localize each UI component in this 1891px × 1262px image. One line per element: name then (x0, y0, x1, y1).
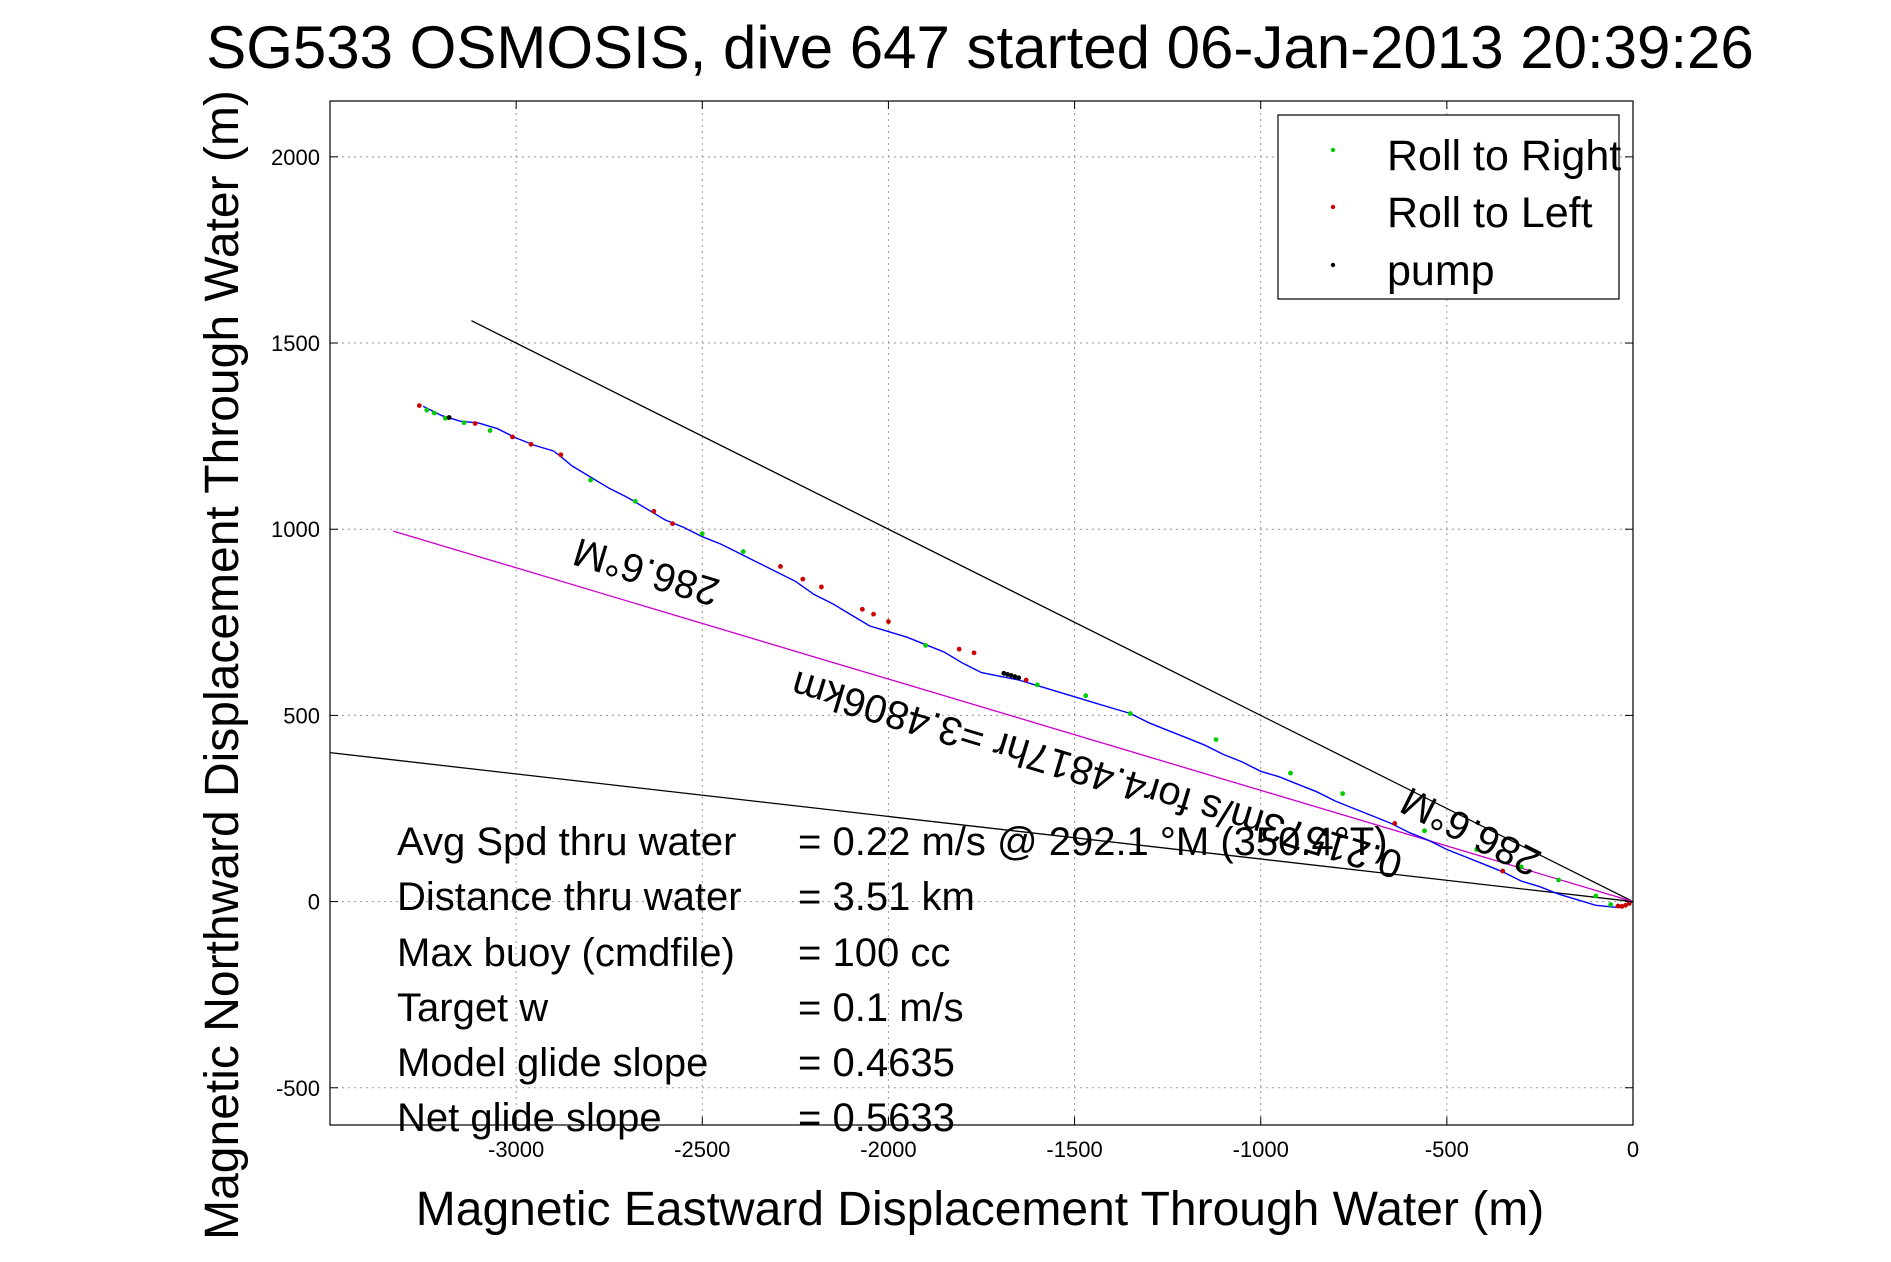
plot-frame (329, 100, 1634, 1126)
y-tick-label: -500 (276, 1076, 320, 1101)
lower-bound-line (330, 751, 1633, 903)
roll-right-marker (1034, 682, 1040, 688)
x-tick-label: -2000 (860, 1137, 916, 1162)
pump-marker (1001, 670, 1007, 676)
roll-left-marker (1615, 903, 1621, 909)
stat-value-target-w: = 0.1 m/s (798, 986, 964, 1030)
roll-right-marker (923, 642, 929, 648)
stat-value-avg-speed: = 0.22 m/s @ 292.1 °M (350.4°T) (798, 820, 1388, 864)
roll-left-marker (1500, 868, 1506, 874)
stat-label-distance: Distance thru water (397, 875, 742, 919)
pump-marker (1012, 674, 1018, 680)
stat-label-max-buoy: Max buoy (cmdfile) (397, 931, 735, 975)
stat-value-distance: = 3.51 km (798, 875, 975, 919)
roll-right-marker (487, 428, 493, 433)
roll-right-marker (632, 498, 638, 504)
roll-right-marker (1593, 893, 1599, 899)
x-tick-label: -500 (1425, 1137, 1469, 1162)
stat-label-model-glide: Model glide slope (397, 1041, 708, 1085)
roll-left-marker (510, 434, 515, 440)
grid (330, 101, 1634, 1125)
stats-block: Avg Spd thru water = 0.22 m/s @ 292.1 °M… (397, 820, 1388, 1140)
y-axis-title: Magnetic Northward Displacement Through … (196, 90, 249, 1240)
legend-marker-roll-right (1330, 147, 1336, 153)
roll-left-marker (1392, 820, 1398, 826)
upper-bound-line (471, 320, 1633, 903)
y-tick-label: 2000 (271, 145, 320, 170)
roll-left-marker (558, 452, 564, 458)
roll-right-marker (699, 531, 705, 537)
roll-right-marker (1213, 737, 1219, 743)
y-tick-label: 0 (308, 890, 320, 915)
legend-label-roll-left: Roll to Left (1387, 189, 1593, 237)
stat-label-net-glide: Net glide slope (397, 1096, 662, 1140)
pump-marker (1016, 675, 1022, 681)
roll-right-marker (1083, 693, 1089, 699)
roll-left-marker (651, 508, 657, 514)
roll-right-marker (1422, 828, 1427, 834)
roll-right-marker (1518, 864, 1524, 870)
stat-label-target-w: Target w (397, 986, 548, 1030)
roll-right-marker (443, 415, 448, 421)
stat-label-avg-speed: Avg Spd thru water (397, 820, 736, 864)
roll-left-marker (1626, 901, 1632, 906)
pump-marker (1008, 673, 1014, 678)
chart-title: SG533 OSMOSIS, dive 647 started 06-Jan-2… (206, 14, 1754, 81)
roll-markers (416, 403, 1632, 909)
roll-left-marker (1023, 677, 1029, 683)
roll-right-marker (424, 407, 430, 413)
roll-left-marker (416, 403, 422, 408)
roll-left-marker (1619, 904, 1625, 909)
roll-left-marker (1623, 902, 1628, 908)
roll-left-marker (778, 564, 783, 569)
roll-left-marker (956, 646, 962, 652)
stat-value-model-glide: = 0.4635 (798, 1041, 955, 1085)
roll-right-marker (431, 410, 437, 416)
roll-left-marker (819, 584, 824, 590)
x-axis-title: Magnetic Eastward Displacement Through W… (416, 1183, 1544, 1236)
legend: Roll to Right Roll to Left pump (1277, 114, 1621, 300)
roll-right-marker (461, 420, 467, 426)
legend-label-roll-right: Roll to Right (1387, 132, 1621, 180)
x-tick-label: -1500 (1046, 1137, 1102, 1162)
roll-right-marker (1474, 847, 1480, 852)
roll-right-marker (1288, 770, 1293, 776)
roll-left-marker (886, 619, 891, 624)
roll-right-marker (1128, 711, 1133, 716)
roll-left-marker (971, 650, 977, 656)
roll-right-marker (1340, 791, 1346, 796)
roll-left-marker (670, 521, 675, 527)
roll-right-marker (588, 477, 593, 483)
roll-right-marker (1556, 877, 1561, 883)
y-tick-label: 1000 (271, 517, 320, 542)
x-tick-label: -3000 (488, 1137, 544, 1162)
pump-marker (1005, 672, 1010, 677)
stat-value-max-buoy: = 100 cc (798, 931, 950, 975)
roll-left-marker (800, 576, 806, 582)
roll-right-marker (740, 549, 746, 554)
roll-left-marker (871, 611, 876, 617)
y-tick-label: 1500 (271, 331, 320, 356)
roll-left-marker (859, 606, 865, 612)
roll-left-marker (472, 421, 478, 426)
x-tick-label: -1000 (1233, 1137, 1289, 1162)
legend-marker-roll-left (1330, 204, 1336, 210)
pump-marker (446, 415, 452, 420)
track-line (422, 405, 1633, 908)
y-tick-label: 500 (283, 703, 320, 728)
roll-right-marker (1608, 902, 1614, 907)
roll-left-marker (528, 441, 534, 447)
stat-value-net-glide: = 0.5633 (798, 1096, 955, 1140)
track-series (422, 405, 1633, 908)
x-tick-label: 0 (1627, 1137, 1639, 1162)
legend-label-pump: pump (1387, 247, 1495, 295)
x-tick-label: -2500 (674, 1137, 730, 1162)
legend-marker-pump (1330, 262, 1336, 268)
